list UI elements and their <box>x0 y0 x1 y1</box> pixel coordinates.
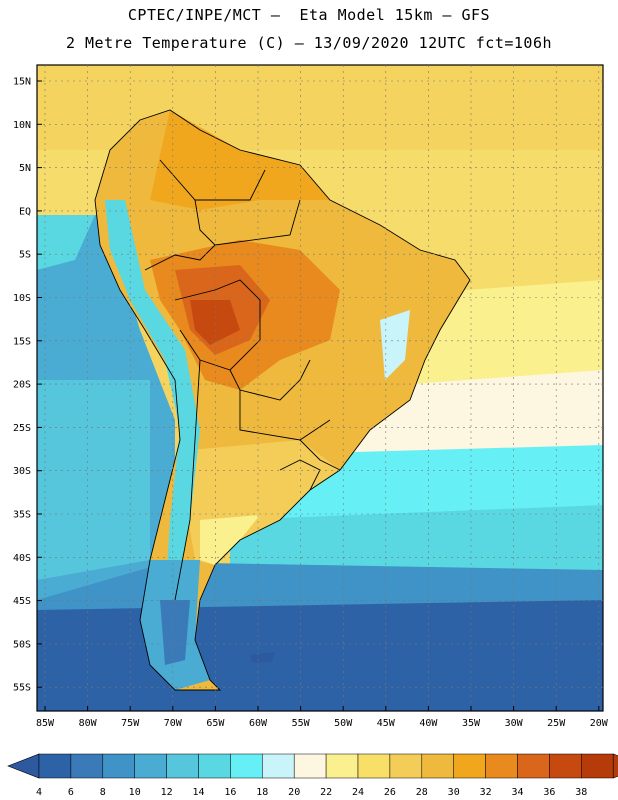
colorbar-label: 12 <box>161 787 173 798</box>
lat-label: 5N <box>19 163 31 174</box>
lat-label: 15S <box>13 336 31 347</box>
colorbar-swatch <box>70 753 104 779</box>
country-borders <box>94 109 471 691</box>
colorbar-label: 14 <box>192 787 204 798</box>
map-subtitle: 2 Metre Temperature (C) – 13/09/2020 12U… <box>65 34 553 52</box>
lon-label: 65W <box>206 718 225 729</box>
colorbar-swatch <box>517 753 550 779</box>
colorbar-swatch <box>102 753 135 779</box>
lon-label: 55W <box>292 718 311 729</box>
colorbar-label: 10 <box>129 787 141 798</box>
colorbar-label: 34 <box>511 787 523 798</box>
map-field <box>37 65 603 711</box>
lon-label: 30W <box>505 718 524 729</box>
colorbar-swatch <box>198 753 231 779</box>
lon-label: 35W <box>462 718 481 729</box>
colorbar-swatch <box>166 753 199 779</box>
colorbar-label: 30 <box>448 787 460 798</box>
colorbar: 4 6 8 10 12 14 16 18 20 22 24 26 28 30 32 34 36 38 <box>7 753 618 798</box>
colorbar-swatch <box>262 753 295 779</box>
lon-label: 80W <box>79 718 98 729</box>
lat-label: 5S <box>19 250 31 261</box>
map-frame <box>36 64 604 712</box>
lon-label: 60W <box>249 718 268 729</box>
longitude-labels: 85W 80W 75W 70W 65W 60W 55W 50W 45W 40W 35W 30W 25W 2… <box>36 718 609 729</box>
colorbar-swatch <box>453 753 486 779</box>
map-title: CPTEC/INPE/MCT – Eta Model 15km – GFS <box>127 6 491 24</box>
colorbar-label: 8 <box>100 787 106 798</box>
colorbar-label: 26 <box>384 787 396 798</box>
lon-label: 40W <box>419 718 438 729</box>
lat-label: 15N <box>13 77 31 88</box>
latitude-labels: 15N 10N 5N EQ 5S 10S 15S 20S 25S 30S 35S 40S 45S 50S 5… <box>13 77 31 694</box>
colorbar-swatch <box>485 753 518 779</box>
lat-label: 55S <box>13 683 31 694</box>
colorbar-over-arrow <box>612 753 618 779</box>
colorbar-label: 28 <box>416 787 428 798</box>
colorbar-swatch <box>389 753 423 779</box>
lon-label: 45W <box>377 718 396 729</box>
lon-label: 50W <box>334 718 353 729</box>
lon-label: 20W <box>590 718 609 729</box>
lat-label: 40S <box>13 553 31 564</box>
colorbar-label: 38 <box>575 787 587 798</box>
lat-label: EQ <box>19 206 31 217</box>
lon-label: 25W <box>547 718 566 729</box>
lon-label: 70W <box>164 718 183 729</box>
colorbar-swatch <box>581 753 614 779</box>
lat-label: 35S <box>13 510 31 521</box>
colorbar-label: 6 <box>68 787 74 798</box>
colorbar-label: 22 <box>320 787 332 798</box>
colorbar-label: 4 <box>36 787 42 798</box>
lat-label: 20S <box>13 380 31 391</box>
colorbar-swatch <box>230 753 263 779</box>
colorbar-swatch <box>421 753 454 779</box>
colorbar-swatch <box>325 753 359 779</box>
colorbar-swatch <box>549 753 582 779</box>
colorbar-label: 32 <box>480 787 492 798</box>
colorbar-label: 36 <box>543 787 555 798</box>
lat-lon-grid <box>37 65 603 711</box>
lat-label: 50S <box>13 639 31 650</box>
lat-label: 25S <box>13 423 31 434</box>
lat-label: 30S <box>13 466 31 477</box>
colorbar-swatch <box>38 753 72 779</box>
colorbar-under-arrow <box>7 753 40 779</box>
colorbar-swatch <box>357 753 391 779</box>
colorbar-label: 24 <box>352 787 364 798</box>
lat-label: 10N <box>13 120 31 131</box>
lon-label: 75W <box>121 718 140 729</box>
colorbar-swatch <box>293 753 327 779</box>
colorbar-label: 18 <box>256 787 268 798</box>
lat-label: 10S <box>13 293 31 304</box>
lat-label: 45S <box>13 596 31 607</box>
colorbar-label: 16 <box>224 787 236 798</box>
lon-label: 85W <box>36 718 55 729</box>
colorbar-swatch <box>134 753 167 779</box>
colorbar-label: 20 <box>288 787 300 798</box>
